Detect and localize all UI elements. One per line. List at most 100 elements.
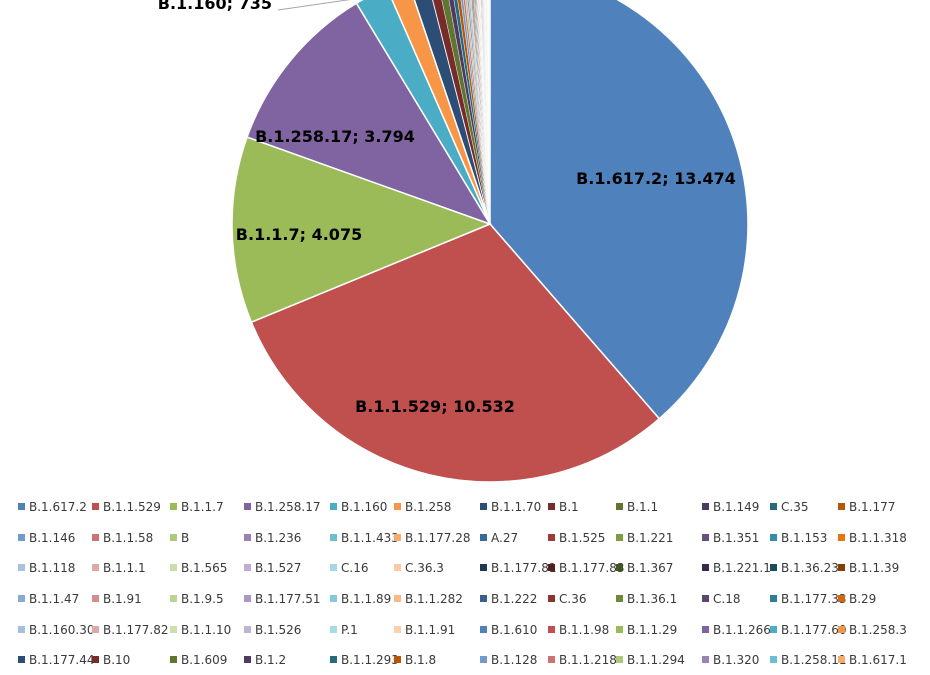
legend-item-b-1-320: B.1.320 bbox=[702, 652, 759, 668]
legend-swatch bbox=[838, 534, 845, 541]
legend-swatch bbox=[548, 564, 555, 571]
legend-label: B.1.160 bbox=[341, 500, 388, 514]
slice-label-b-1-1-529: B.1.1.529; 10.532 bbox=[355, 397, 515, 416]
legend-item-b-1-177: B.1.177 bbox=[838, 499, 895, 515]
legend-swatch bbox=[18, 564, 25, 571]
legend-swatch bbox=[244, 534, 251, 541]
legend-swatch bbox=[18, 656, 25, 663]
legend-label: B.1.177.44 bbox=[29, 653, 95, 667]
legend-swatch bbox=[616, 656, 623, 663]
legend-label: B.1.2 bbox=[255, 653, 287, 667]
legend-item-b-1-160: B.1.160 bbox=[330, 499, 387, 515]
legend-label: B.1.1.1 bbox=[103, 561, 146, 575]
legend-swatch bbox=[244, 564, 251, 571]
legend-swatch bbox=[394, 534, 401, 541]
pie-slice-b-1-1 bbox=[441, 0, 491, 225]
legend-label: B.1.8 bbox=[405, 653, 437, 667]
legend-label: A.27 bbox=[491, 531, 519, 545]
legend-item-b-1-1-318: B.1.1.318 bbox=[838, 530, 907, 546]
legend-item-b-1: B.1 bbox=[548, 499, 579, 515]
legend-swatch bbox=[394, 564, 401, 571]
pie-slice-b-1-177-28 bbox=[470, 0, 491, 225]
legend-label: B.1.1.218 bbox=[559, 653, 617, 667]
legend-swatch bbox=[702, 626, 709, 633]
slice-label-b-1-617-2: B.1.617.2; 13.474 bbox=[576, 169, 736, 188]
legend-swatch bbox=[394, 595, 401, 602]
legend-swatch bbox=[548, 626, 555, 633]
legend-item-b-1-177-33: B.1.177.33 bbox=[770, 591, 846, 607]
legend-label: B.1.118 bbox=[29, 561, 76, 575]
legend-swatch bbox=[838, 564, 845, 571]
pie-slice-b-1-1-39 bbox=[482, 0, 491, 225]
legend-label: B.1.177.51 bbox=[255, 592, 321, 606]
legend-label: B.1.221.1 bbox=[713, 561, 771, 575]
legend-label: B.1.177.33 bbox=[781, 592, 847, 606]
legend-item-b-1-1-47: B.1.1.47 bbox=[18, 591, 79, 607]
legend-item-b-1-146: B.1.146 bbox=[18, 530, 75, 546]
pie-slice-b-1-258-17 bbox=[246, 2, 492, 226]
legend-item-b-1-1-10: B.1.1.10 bbox=[170, 622, 231, 638]
pie-chart: B.1.617.2; 13.474 B.1.1.529; 10.532 B.1.1.… bbox=[158, 0, 749, 483]
legend-swatch bbox=[702, 534, 709, 541]
legend-swatch bbox=[92, 595, 99, 602]
legend-item-c-35: C.35 bbox=[770, 499, 808, 515]
legend-label: B.1.609 bbox=[181, 653, 228, 667]
pie-slice-b-1-1-70 bbox=[413, 0, 491, 225]
legend-swatch bbox=[92, 503, 99, 510]
legend-item-c-16: C.16 bbox=[330, 560, 368, 576]
legend-label: B.1 bbox=[559, 500, 579, 514]
legend-swatch bbox=[702, 564, 709, 571]
pie-slice-a-27 bbox=[471, 0, 491, 225]
pie-slice-b-1-153 bbox=[475, 0, 491, 225]
legend-label: B.1.1.98 bbox=[559, 623, 610, 637]
legend-item-p-1: P.1 bbox=[330, 622, 358, 638]
legend-label: C.36 bbox=[559, 592, 587, 606]
legend-swatch bbox=[838, 503, 845, 510]
legend-label: B.1.1.7 bbox=[181, 500, 224, 514]
legend-item-b-1-1-1: B.1.1.1 bbox=[92, 560, 146, 576]
legend-item-b-1-1-91: B.1.1.91 bbox=[394, 622, 455, 638]
legend-item-c-36: C.36 bbox=[548, 591, 586, 607]
legend-label: B.1.527 bbox=[255, 561, 302, 575]
legend-label: B bbox=[181, 531, 190, 545]
pie-slice-b-1 bbox=[432, 0, 491, 225]
legend-item-b-1-36-1: B.1.36.1 bbox=[616, 591, 677, 607]
legend-swatch bbox=[330, 656, 337, 663]
legend-swatch bbox=[480, 503, 487, 510]
legend-item-b-1-118: B.1.118 bbox=[18, 560, 75, 576]
legend-swatch bbox=[330, 564, 337, 571]
legend-swatch bbox=[170, 564, 177, 571]
legend-label: B.1.525 bbox=[559, 531, 606, 545]
legend-swatch bbox=[244, 503, 251, 510]
legend-swatch bbox=[18, 534, 25, 541]
legend-swatch bbox=[616, 534, 623, 541]
legend-swatch bbox=[838, 595, 845, 602]
legend-label: B.10 bbox=[103, 653, 131, 667]
legend-label: B.29 bbox=[849, 592, 877, 606]
legend-swatch bbox=[838, 656, 845, 663]
legend-item-b-1-8: B.1.8 bbox=[394, 652, 436, 668]
legend-label: B.1.1.39 bbox=[849, 561, 900, 575]
legend-item-b-1-617-1: B.1.617.1 bbox=[838, 652, 907, 668]
slice-label-b-1-258-17: B.1.258.17; 3.794 bbox=[255, 127, 415, 146]
legend-label: B.1.320 bbox=[713, 653, 760, 667]
legend-item-b-1-367: B.1.367 bbox=[616, 560, 673, 576]
legend-label: B.1.258.11 bbox=[781, 653, 847, 667]
legend-item-b-1-1-266: B.1.1.266 bbox=[702, 622, 771, 638]
legend-swatch bbox=[394, 626, 401, 633]
legend-swatch bbox=[616, 595, 623, 602]
legend-item-b-1-153: B.1.153 bbox=[770, 530, 827, 546]
legend-label: B.1.177.81 bbox=[491, 561, 557, 575]
legend-item-b-1-221: B.1.221 bbox=[616, 530, 673, 546]
legend-label: B.1.258.3 bbox=[849, 623, 907, 637]
legend-label: B.1.1.294 bbox=[627, 653, 685, 667]
legend-swatch bbox=[170, 626, 177, 633]
leader-line-b-1-160 bbox=[277, 0, 351, 11]
pie-slice-b-1-351 bbox=[474, 0, 491, 225]
legend-item-b-10: B.10 bbox=[92, 652, 130, 668]
legend-item-b-1-1: B.1.1 bbox=[616, 499, 658, 515]
legend-item-b-1-526: B.1.526 bbox=[244, 622, 301, 638]
legend-item-a-27: A.27 bbox=[480, 530, 518, 546]
legend-label: B.1.1.10 bbox=[181, 623, 232, 637]
pie-slice-b-1-177 bbox=[457, 0, 491, 225]
